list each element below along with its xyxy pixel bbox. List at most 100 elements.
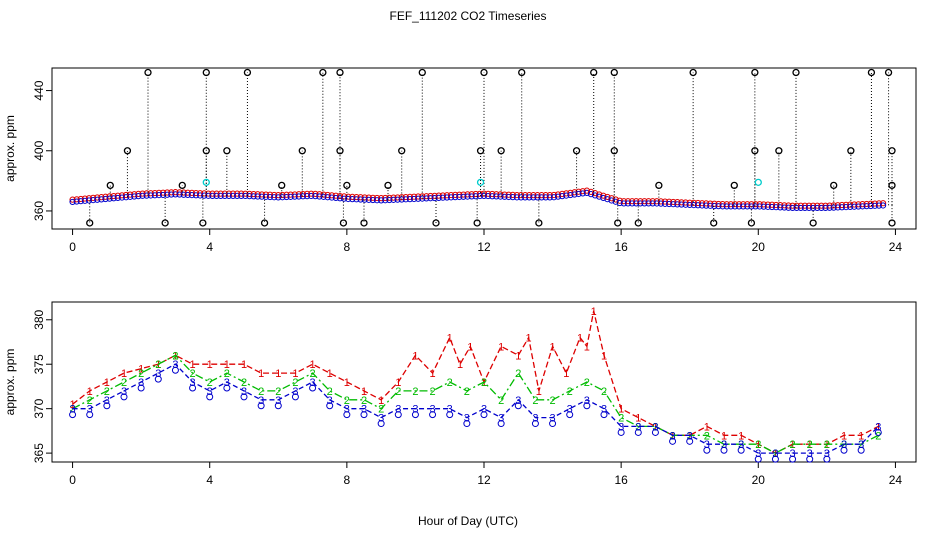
- series-marker-3: 3: [104, 395, 110, 407]
- series-marker-1: 1: [841, 430, 847, 442]
- x-tick-label: 16: [614, 473, 628, 487]
- data-point-blue: [806, 455, 814, 463]
- spike-point: [689, 68, 697, 77]
- data-point-blue: [604, 196, 611, 203]
- y-tick-label: 375: [32, 354, 46, 374]
- data-point-blue: [669, 437, 677, 445]
- series-marker-3: 3: [824, 448, 830, 460]
- series-marker-1: 1: [550, 341, 556, 353]
- data-point-blue: [612, 198, 619, 205]
- data-point-blue: [550, 194, 558, 201]
- series-marker-2: 2: [824, 439, 830, 451]
- series-marker-2: 2: [430, 386, 436, 398]
- series-marker-2: 2: [207, 377, 213, 389]
- data-point-blue: [840, 446, 848, 454]
- series-marker-2: 2: [704, 430, 710, 442]
- series-marker-3: 3: [790, 448, 796, 460]
- x-tick-label: 0: [69, 473, 76, 487]
- y-tick-label: 440: [32, 80, 46, 100]
- data-point-blue: [154, 375, 162, 383]
- series-marker-3: 3: [875, 421, 881, 433]
- series-marker-3: 3: [430, 404, 436, 416]
- series-marker-3: 3: [704, 439, 710, 451]
- data-point-blue: [789, 455, 797, 463]
- series-marker-2: 2: [258, 386, 264, 398]
- series-marker-3: 3: [601, 404, 607, 416]
- series-marker-3: 3: [344, 404, 350, 416]
- series-marker-2: 2: [584, 377, 590, 389]
- data-point-blue: [596, 193, 603, 200]
- series-marker-1: 1: [577, 333, 583, 345]
- spike-point: [888, 219, 896, 227]
- spike-point: [86, 219, 94, 227]
- series-marker-3: 3: [584, 395, 590, 407]
- series-marker-3: 3: [378, 413, 384, 425]
- series-marker-1: 1: [344, 377, 350, 389]
- data-point-blue: [429, 411, 437, 419]
- series-marker-1: 1: [591, 306, 597, 318]
- series-marker-1: 1: [70, 399, 76, 411]
- series-marker-1: 1: [190, 359, 196, 371]
- data-point-blue: [343, 411, 351, 419]
- data-point-blue: [617, 428, 625, 436]
- x-tick-label: 8: [344, 240, 351, 254]
- series-marker-2: 2: [875, 430, 881, 442]
- spike-point: [634, 219, 642, 227]
- series-marker-3: 3: [361, 404, 367, 416]
- series-marker-2: 2: [361, 395, 367, 407]
- series-marker-1: 1: [292, 368, 298, 380]
- data-point-blue: [291, 393, 299, 401]
- data-point-blue: [240, 393, 248, 401]
- spike-point: [473, 219, 481, 227]
- series-marker-3: 3: [721, 439, 727, 451]
- series-marker-2: 2: [567, 386, 573, 398]
- series-marker-1: 1: [536, 386, 542, 398]
- spike-point: [867, 68, 876, 77]
- spike-point: [497, 147, 505, 155]
- series-marker-1: 1: [618, 404, 624, 416]
- series-marker-1: 1: [224, 359, 230, 371]
- series-marker-1: 1: [807, 439, 813, 451]
- series-marker-2: 2: [772, 448, 778, 460]
- data-point-blue: [874, 428, 882, 436]
- series-marker-1: 1: [481, 377, 487, 389]
- series-marker-1: 1: [772, 448, 778, 460]
- series-marker-1: 1: [121, 368, 127, 380]
- series-marker-2: 2: [395, 386, 401, 398]
- series-marker-3: 3: [327, 395, 333, 407]
- cyan-point: [476, 178, 485, 187]
- data-point-blue: [360, 411, 368, 419]
- series-marker-2: 2: [190, 368, 196, 380]
- y-tick-label: 370: [32, 398, 46, 418]
- data-point-red: [612, 196, 619, 203]
- data-point-blue: [720, 446, 728, 454]
- data-point-blue: [591, 192, 599, 199]
- x-tick-label: 20: [752, 240, 766, 254]
- series-marker-1: 1: [138, 364, 144, 376]
- data-point-blue: [771, 455, 779, 463]
- series-marker-3: 3: [550, 413, 556, 425]
- spike-point: [751, 68, 759, 77]
- series-marker-2: 2: [652, 421, 658, 433]
- series-marker-1: 1: [858, 430, 864, 442]
- spike-point: [319, 68, 327, 77]
- spike-point: [260, 219, 269, 227]
- series-marker-2: 2: [807, 439, 813, 451]
- series-marker-3: 3: [532, 413, 538, 425]
- data-point-blue: [559, 193, 566, 200]
- series-marker-2: 2: [310, 368, 316, 380]
- spike-point: [847, 147, 855, 155]
- series-marker-2: 2: [327, 386, 333, 398]
- spike-point: [476, 147, 485, 155]
- series-marker-2: 2: [292, 377, 298, 389]
- series-marker-1: 1: [104, 377, 110, 389]
- data-point-blue: [651, 428, 659, 436]
- spike-point: [730, 181, 738, 190]
- series-marker-3: 3: [738, 439, 744, 451]
- series-marker-1: 1: [515, 350, 521, 362]
- data-point-blue: [879, 202, 887, 209]
- x-tick-label: 24: [889, 473, 903, 487]
- series-marker-2: 2: [378, 404, 384, 416]
- data-point-blue: [857, 446, 865, 454]
- series-marker-3: 3: [635, 421, 641, 433]
